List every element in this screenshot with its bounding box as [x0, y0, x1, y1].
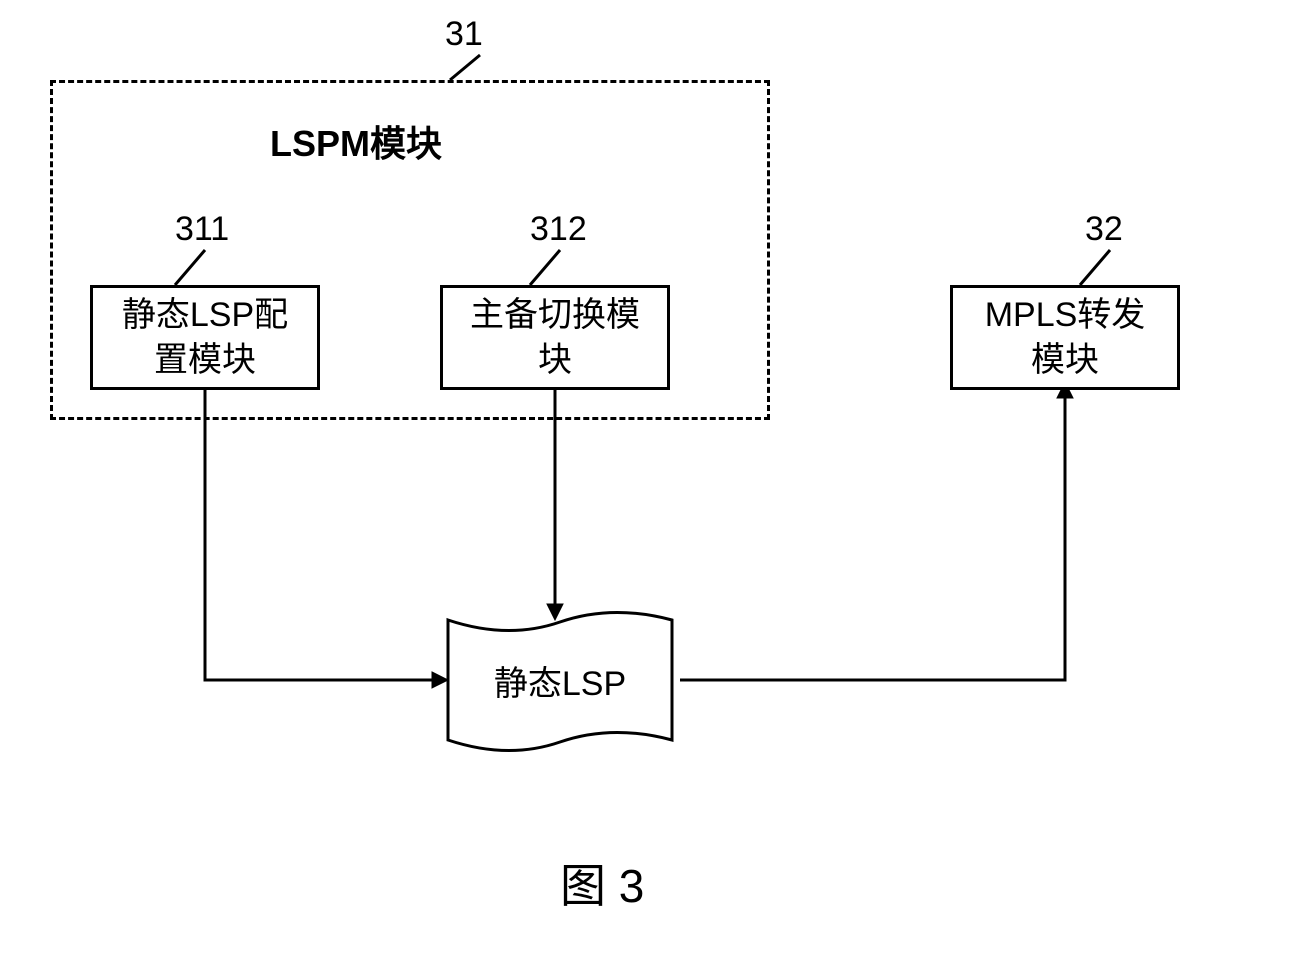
arrow-311-to-lsp — [205, 390, 432, 680]
box-311-line2: 置模块 — [154, 341, 256, 379]
mpls-forward-module-box: MPLS转发 模块 — [950, 285, 1180, 390]
static-lsp-data-store: 静态LSP — [448, 620, 672, 740]
diagram-container: LSPM模块 31 311 312 32 静态LSP配 置模块 主备切换模 块 … — [0, 0, 1305, 959]
box-312-text: 主备切换模 块 — [470, 293, 640, 381]
label-31: 31 — [445, 15, 483, 54]
label-32: 32 — [1085, 210, 1123, 249]
primary-backup-switch-module-box: 主备切换模 块 — [440, 285, 670, 390]
lspm-title: LSPM模块 — [270, 115, 442, 167]
label-311: 311 — [175, 210, 229, 249]
arrow-lsp-to-32 — [680, 398, 1065, 680]
box-311-line1: 静态LSP配 — [122, 296, 288, 334]
leader-32 — [1080, 250, 1110, 285]
box-312-line1: 主备切换模 — [470, 296, 640, 334]
figure-caption: 图 3 — [560, 850, 644, 916]
data-store-label: 静态LSP — [494, 656, 626, 705]
arrowhead-311 — [432, 672, 448, 688]
box-32-text: MPLS转发 模块 — [985, 293, 1146, 381]
arrowhead-312 — [547, 604, 563, 620]
box-312-line2: 块 — [538, 341, 572, 379]
box-32-line2: 模块 — [1031, 341, 1099, 379]
label-312: 312 — [530, 210, 587, 249]
static-lsp-config-module-box: 静态LSP配 置模块 — [90, 285, 320, 390]
leader-31 — [450, 55, 480, 80]
box-311-text: 静态LSP配 置模块 — [122, 293, 288, 381]
box-32-line1: MPLS转发 — [985, 296, 1146, 334]
